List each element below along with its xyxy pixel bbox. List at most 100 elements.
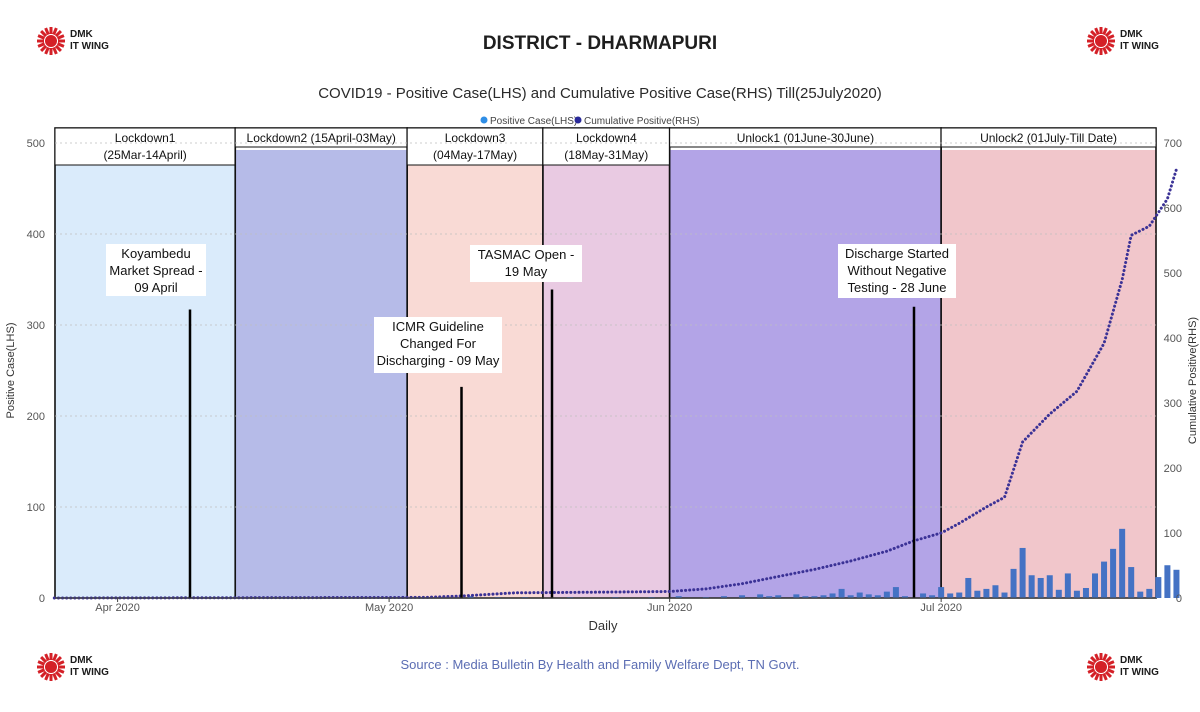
annotation-text: 09 April xyxy=(134,280,177,295)
positive-case-bar xyxy=(1092,573,1098,598)
legend-label-cumulative: Cumulative Positive(RHS) xyxy=(584,116,700,127)
y-right-tick-label: 100 xyxy=(1164,528,1182,540)
y-right-tick-label: 300 xyxy=(1164,398,1182,410)
positive-case-bar xyxy=(1155,577,1162,598)
sunburst-ray xyxy=(56,42,65,48)
positive-case-bar xyxy=(1019,547,1026,598)
sunburst-ray xyxy=(1094,46,1100,55)
sunburst-ray xyxy=(37,34,46,40)
sunburst-ray xyxy=(1090,44,1098,52)
sunburst-core xyxy=(1095,661,1107,673)
phase-region xyxy=(941,150,1156,598)
y-left-axis-title: Positive Case(LHS) xyxy=(5,323,17,419)
sunburst-ray xyxy=(1104,656,1112,664)
sunburst-ray xyxy=(56,660,65,666)
positive-case-bar xyxy=(947,593,954,598)
annotation-box xyxy=(106,244,206,296)
sunburst-ray xyxy=(37,668,46,674)
y-right-tick-label: 200 xyxy=(1164,463,1182,475)
positive-case-bar xyxy=(883,591,890,598)
y-left-tick-label: 200 xyxy=(27,411,45,423)
logo-text-line1: DMK xyxy=(1120,29,1143,40)
dmk-logo-top-left: DMK IT WING xyxy=(36,26,109,56)
source-note: Source : Media Bulletin By Health and Fa… xyxy=(400,657,800,672)
positive-case-bar xyxy=(856,592,863,598)
positive-case-bar xyxy=(874,595,881,598)
positive-case-bar xyxy=(793,594,800,598)
sunburst-ray xyxy=(1087,34,1096,40)
phase-label: Unlock2 (01July-Till Date) xyxy=(980,131,1117,145)
annotation-text: Changed For xyxy=(400,336,477,351)
logo-text-line2: IT WING xyxy=(70,41,109,52)
annotation-box xyxy=(470,245,582,282)
phase-label: Lockdown4 xyxy=(576,131,637,145)
positive-case-bar xyxy=(865,594,872,598)
y-right-tick-label: 0 xyxy=(1176,593,1182,605)
positive-case-bar xyxy=(757,594,764,598)
annotation-text: Testing - 28 June xyxy=(847,280,946,295)
phase-header xyxy=(940,127,1157,148)
positive-case-bar xyxy=(929,595,936,598)
logo-text-line2: IT WING xyxy=(1120,41,1159,52)
phase-label: Lockdown3 xyxy=(445,131,506,145)
positive-case-bar xyxy=(820,595,827,598)
sunburst-ray xyxy=(1094,672,1100,681)
positive-case-bar xyxy=(1073,590,1080,598)
logo-text-line1: DMK xyxy=(70,655,93,666)
dmk-sunburst-icon xyxy=(1087,27,1115,55)
positive-case-bar xyxy=(1110,548,1117,598)
sunburst-ray xyxy=(1106,660,1115,666)
dmk-logo-bottom-left: DMK IT WING xyxy=(36,652,109,682)
x-tick-label: Jun 2020 xyxy=(647,602,692,614)
dmk-logo-top-right: DMK IT WING xyxy=(1086,26,1159,56)
phase-region xyxy=(542,150,670,598)
phase-header xyxy=(542,127,671,166)
phase-region xyxy=(55,150,236,598)
annotation-box xyxy=(374,317,502,373)
sunburst-ray xyxy=(44,672,50,681)
sunburst-ray xyxy=(40,44,48,52)
sunburst-ray xyxy=(1104,670,1112,678)
sunburst-core xyxy=(45,35,57,47)
legend-swatch-cumulative xyxy=(574,116,582,124)
positive-case-bar xyxy=(901,596,908,598)
sunburst-ray xyxy=(1087,660,1096,666)
phase-header xyxy=(54,127,236,166)
sunburst-ray xyxy=(1094,27,1100,36)
sunburst-ray xyxy=(1104,44,1112,52)
positive-case-bar xyxy=(467,596,474,598)
y-left-tick-label: 500 xyxy=(27,138,45,150)
sunburst-ray xyxy=(54,30,62,38)
positive-case-bar xyxy=(1119,528,1126,598)
sunburst-ray xyxy=(1090,656,1098,664)
sunburst-ray xyxy=(52,653,58,662)
positive-case-bar xyxy=(847,595,854,598)
dmk-sunburst-icon xyxy=(1087,653,1115,681)
sunburst-ray xyxy=(56,34,65,40)
logo-text-line2: IT WING xyxy=(70,667,109,678)
phase-label: (18May-31May) xyxy=(564,148,648,162)
positive-case-bar xyxy=(1028,575,1035,598)
annotation-text: TASMAC Open - xyxy=(478,247,575,262)
sunburst-ray xyxy=(1090,30,1098,38)
sunburst-core xyxy=(1095,35,1107,47)
phase-region xyxy=(407,150,543,598)
positive-case-bar xyxy=(983,588,990,598)
sunburst-ray xyxy=(1106,668,1115,674)
sunburst-ray xyxy=(1087,42,1096,48)
sunburst-ray xyxy=(1102,653,1108,662)
x-tick-label: Jul 2020 xyxy=(920,602,962,614)
positive-case-bar xyxy=(1082,587,1089,598)
y-right-tick-label: 400 xyxy=(1164,333,1182,345)
y-left-tick-label: 300 xyxy=(27,320,45,332)
sunburst-ray xyxy=(1102,27,1108,36)
annotation-box xyxy=(838,244,956,298)
sunburst-ray xyxy=(54,670,62,678)
positive-case-bar xyxy=(802,596,809,598)
annotation-text: 19 May xyxy=(505,264,548,279)
sunburst-ray xyxy=(44,27,50,36)
sunburst-ray xyxy=(44,653,50,662)
sunburst-ray xyxy=(1104,30,1112,38)
cumulative-line xyxy=(52,167,1178,600)
